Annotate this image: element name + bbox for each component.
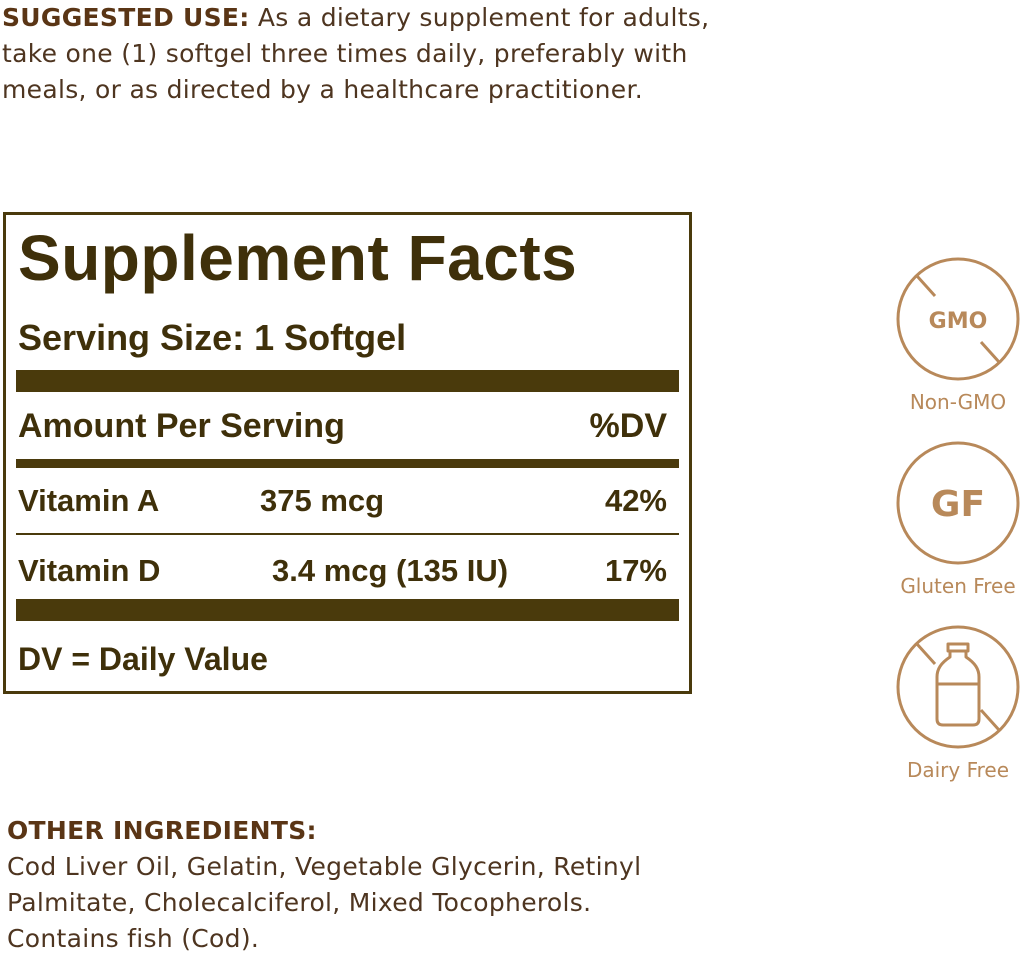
badge-non-gmo: GMO Non-GMO	[895, 256, 1021, 414]
dv-header: %DV	[589, 407, 667, 445]
thin-divider	[16, 533, 679, 535]
thick-divider	[16, 370, 679, 392]
milk-bottle-crossed-icon	[896, 625, 1020, 749]
badge-gluten-free: GF Gluten Free	[895, 440, 1021, 598]
nutrient-amount: 3.4 mcg (135 IU)	[272, 553, 509, 588]
svg-text:GMO: GMO	[929, 309, 988, 334]
medium-divider	[16, 459, 679, 468]
amount-header: Amount Per Serving	[18, 407, 345, 445]
badge-label: Dairy Free	[906, 758, 1010, 782]
badge-dairy-free: Dairy Free	[895, 624, 1021, 782]
badge-label: Gluten Free	[900, 574, 1016, 598]
badge-label: Non-GMO	[909, 390, 1007, 414]
nutrient-amount: 375 mcg	[260, 483, 385, 518]
facts-title: Supplement Facts	[18, 222, 578, 294]
gluten-free-icon: GF	[896, 441, 1020, 565]
serving-size: Serving Size: 1 Softgel	[18, 317, 407, 358]
nutrient-dv: 17%	[604, 553, 667, 588]
nutrient-name: Vitamin D	[18, 553, 161, 588]
nutrient-dv: 42%	[604, 483, 667, 518]
nutrient-name: Vitamin A	[18, 483, 160, 518]
other-ingredients: OTHER INGREDIENTS: Cod Liver Oil, Gelati…	[7, 813, 641, 957]
thick-divider	[16, 599, 679, 621]
supplement-facts-panel: Supplement Facts Serving Size: 1 Softgel…	[3, 212, 692, 694]
other-ingredients-heading: OTHER INGREDIENTS:	[7, 816, 317, 845]
svg-text:GF: GF	[931, 484, 985, 525]
dv-footnote: DV = Daily Value	[18, 641, 268, 677]
suggested-use-heading: SUGGESTED USE:	[2, 3, 250, 32]
suggested-use: SUGGESTED USE: As a dietary supplement f…	[2, 3, 710, 104]
gmo-crossed-icon: GMO	[896, 257, 1020, 381]
